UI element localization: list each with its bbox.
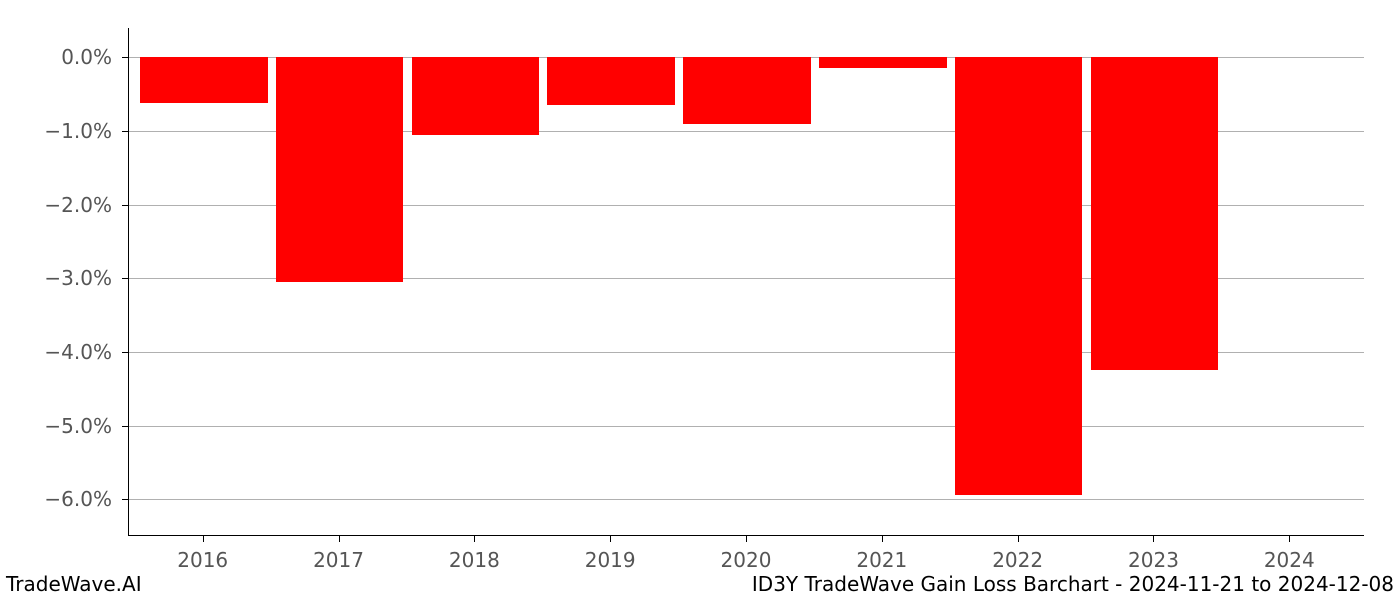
plot-area xyxy=(128,28,1364,536)
x-tick-label: 2016 xyxy=(177,540,228,572)
y-tick-label: −3.0% xyxy=(44,266,122,290)
y-tick-label: −2.0% xyxy=(44,193,122,217)
y-tick-label: −1.0% xyxy=(44,119,122,143)
bar-2021 xyxy=(819,57,947,68)
y-tick-label: 0.0% xyxy=(61,45,122,69)
y-tick-label: −4.0% xyxy=(44,340,122,364)
x-tick-label: 2020 xyxy=(721,540,772,572)
y-tick-mark xyxy=(122,499,128,500)
x-tick-label: 2023 xyxy=(1128,540,1179,572)
bar-2016 xyxy=(140,57,268,103)
bar-2020 xyxy=(683,57,811,123)
y-gridline xyxy=(129,499,1364,500)
y-tick-label: −6.0% xyxy=(44,487,122,511)
x-tick-label: 2019 xyxy=(585,540,636,572)
x-tick-label: 2024 xyxy=(1264,540,1315,572)
figure: TradeWave.AI ID3Y TradeWave Gain Loss Ba… xyxy=(0,0,1400,600)
bar-2023 xyxy=(1091,57,1219,370)
y-tick-mark xyxy=(122,131,128,132)
footer-left-text: TradeWave.AI xyxy=(6,572,142,596)
footer-right-text: ID3Y TradeWave Gain Loss Barchart - 2024… xyxy=(752,572,1394,596)
x-tick-label: 2021 xyxy=(856,540,907,572)
x-tick-label: 2017 xyxy=(313,540,364,572)
y-tick-mark xyxy=(122,352,128,353)
y-tick-mark xyxy=(122,278,128,279)
bar-2022 xyxy=(955,57,1083,495)
y-tick-mark xyxy=(122,57,128,58)
y-tick-label: −5.0% xyxy=(44,414,122,438)
x-tick-label: 2022 xyxy=(992,540,1043,572)
y-gridline xyxy=(129,426,1364,427)
bar-2017 xyxy=(276,57,404,282)
x-tick-label: 2018 xyxy=(449,540,500,572)
y-tick-mark xyxy=(122,426,128,427)
y-tick-mark xyxy=(122,205,128,206)
bar-2019 xyxy=(547,57,675,105)
bar-2018 xyxy=(412,57,540,134)
